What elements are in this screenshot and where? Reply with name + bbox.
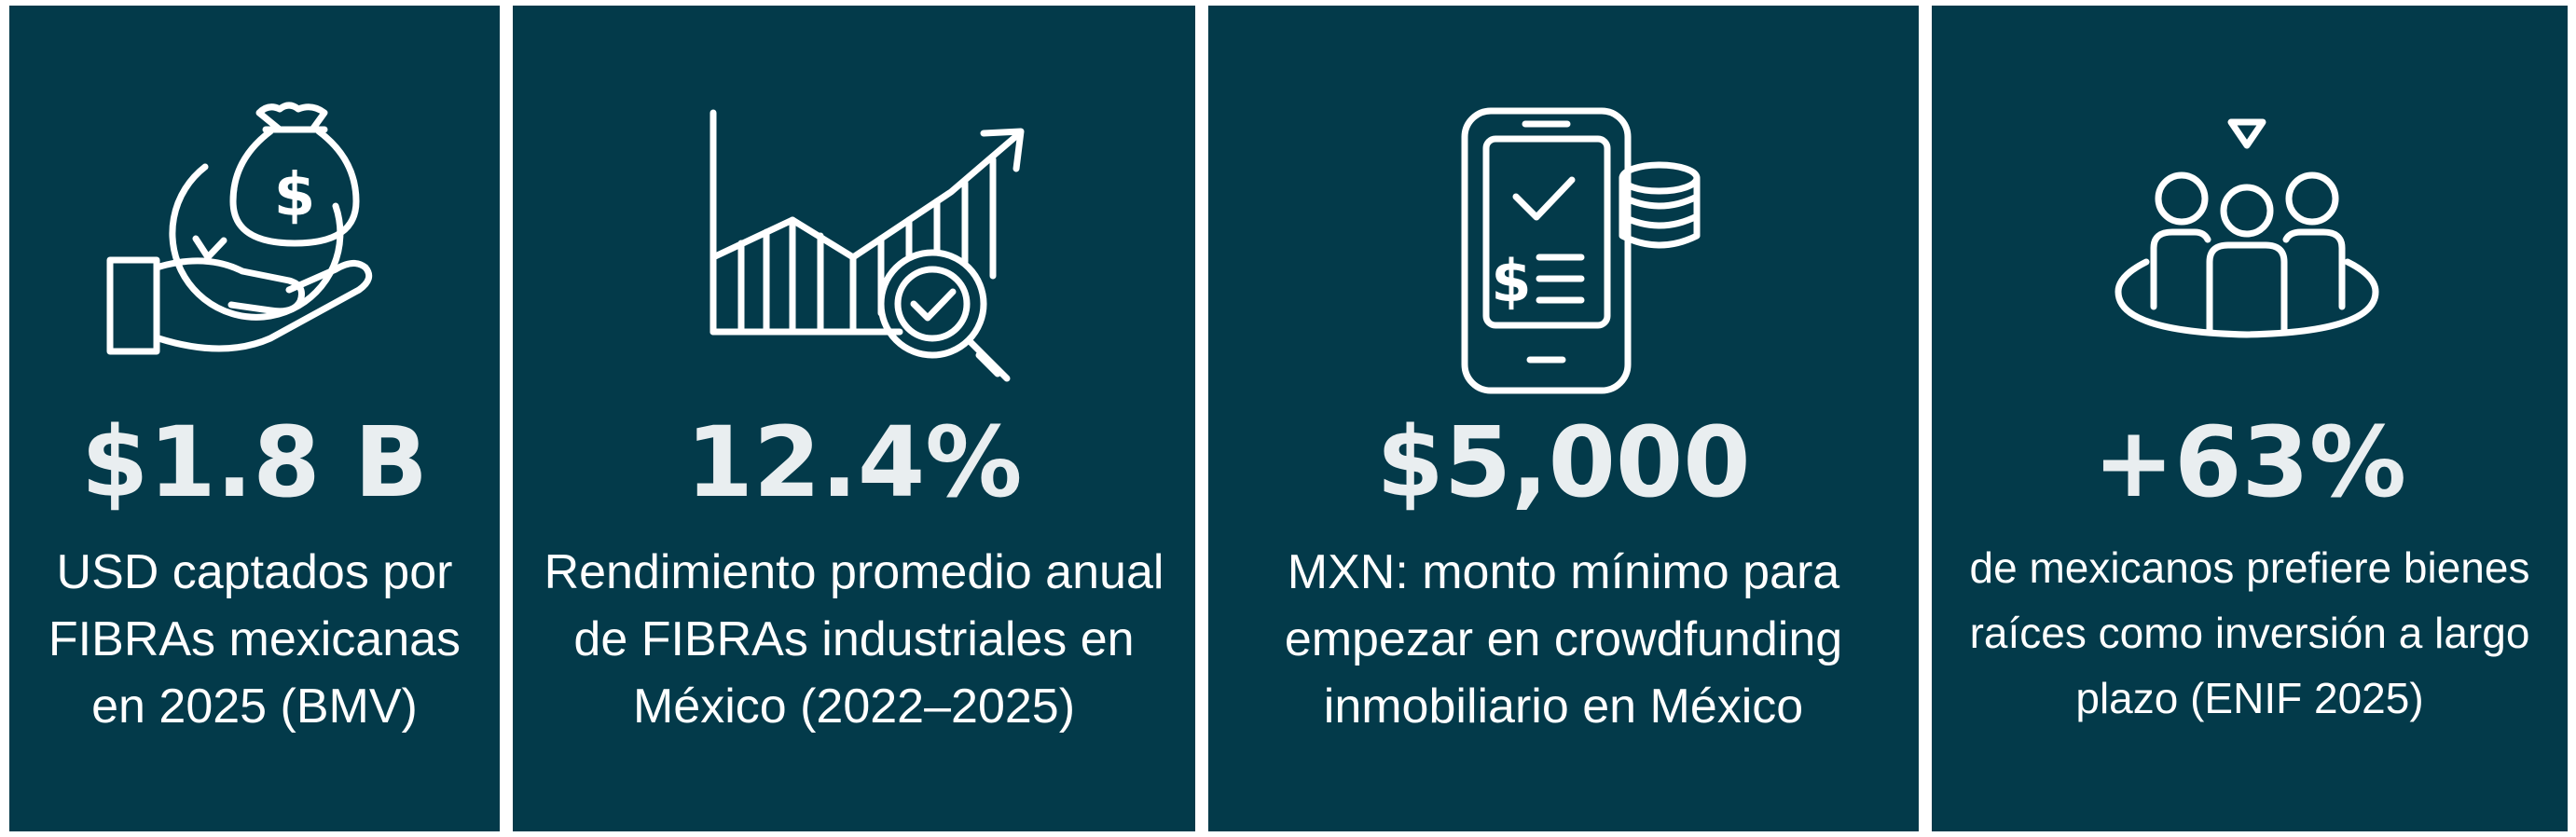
stat-card-real-estate-preference: +63% de mexicanos prefiere bienes raíces… [1932,6,2568,831]
stat-value: $5,000 [1376,405,1751,519]
smartphone-payment-icon: $ [1461,107,1701,394]
stat-description: MXN: monto mínimo para empezar en crowdf… [1284,545,1843,734]
money-bag-dollar-text: $ [274,161,316,230]
stat-description: Rendimiento promedio anual de FIBRAs ind… [544,545,1164,734]
phone-dollar-text: $ [1491,247,1531,315]
stat-description: USD captados por FIBRAs mexicanas en 202… [48,545,461,734]
stat-value: 12.4% [685,405,1023,519]
stat-value: $1.8 B [80,405,429,519]
growth-chart-magnifier-icon [709,109,1025,382]
stat-value: +63% [2092,405,2407,519]
stat-description: de mexicanos prefiere bienes raíces como… [1969,543,2530,722]
hand-money-bag-icon: $ [106,102,373,355]
stat-card-industrial-yield: 12.4% Rendimiento promedio anual de FIBR… [513,6,1195,831]
stat-card-fibras-capital: $ $1.8 B USD captados por FIBRAs mexican… [9,6,500,831]
stat-card-crowdfunding-minimum: $ $5,000 MXN: monto mínimo para empezar … [1208,6,1919,831]
people-group-icon [2115,118,2379,338]
